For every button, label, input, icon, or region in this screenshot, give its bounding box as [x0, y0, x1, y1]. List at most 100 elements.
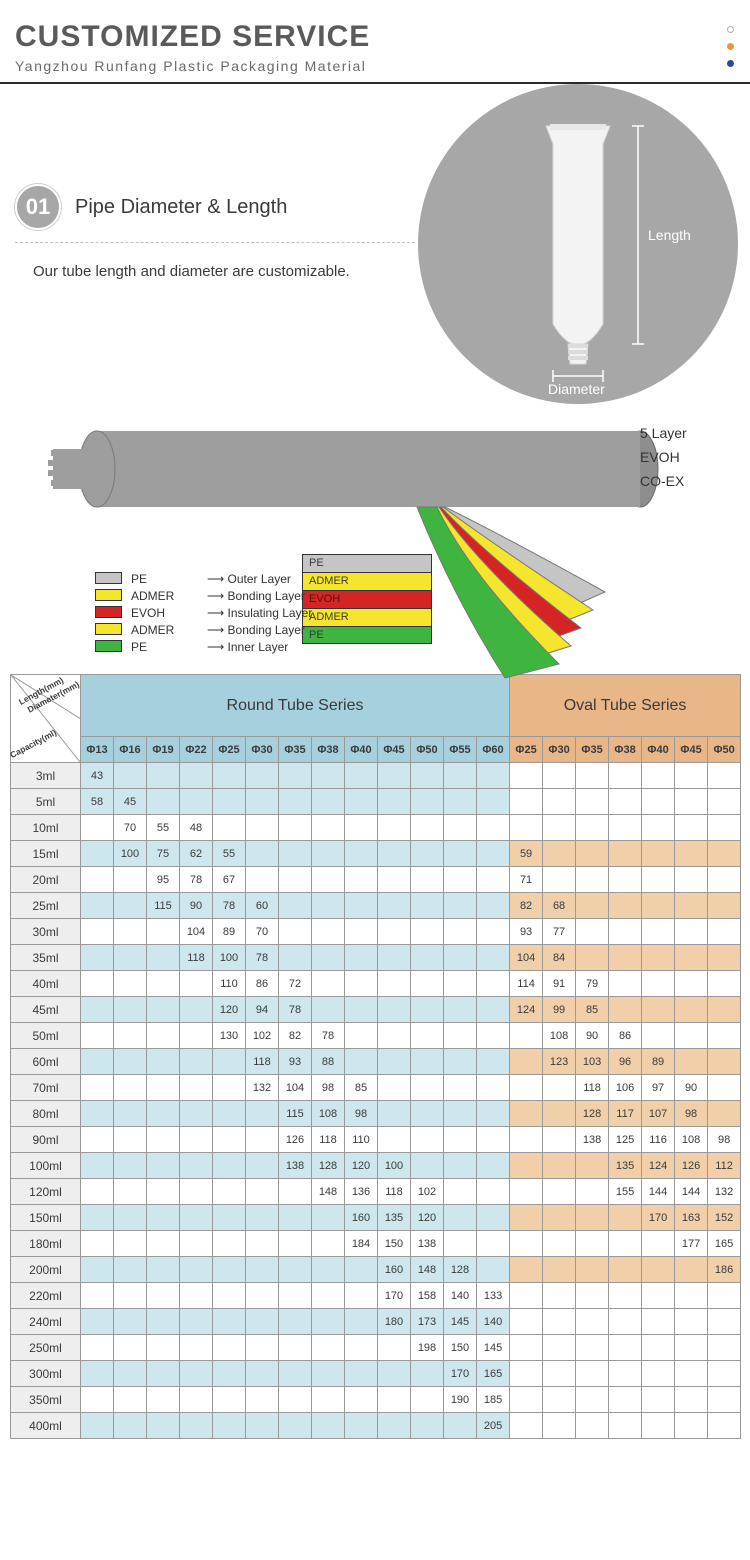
value-cell — [411, 1413, 444, 1439]
value-cell — [114, 919, 147, 945]
value-cell — [642, 1257, 675, 1283]
layer-diagram: PE ADMER EVOH ADMER PE 5 Layer EVOH CO-E… — [0, 394, 750, 664]
value-cell — [477, 1257, 510, 1283]
table-row: 15ml10075625559 — [11, 841, 741, 867]
value-cell — [345, 1049, 378, 1075]
capacity-cell: 120ml — [11, 1179, 81, 1205]
value-cell — [114, 1205, 147, 1231]
value-cell — [543, 815, 576, 841]
value-cell — [81, 1413, 114, 1439]
value-cell — [378, 763, 411, 789]
value-cell: 102 — [411, 1179, 444, 1205]
value-cell: 177 — [675, 1231, 708, 1257]
value-cell — [114, 893, 147, 919]
value-cell — [114, 1101, 147, 1127]
value-cell — [213, 789, 246, 815]
value-cell — [81, 1387, 114, 1413]
value-cell — [642, 1309, 675, 1335]
capacity-cell: 25ml — [11, 893, 81, 919]
value-cell: 123 — [543, 1049, 576, 1075]
value-cell — [675, 1023, 708, 1049]
value-cell — [180, 1023, 213, 1049]
value-cell: 184 — [345, 1231, 378, 1257]
table-row: 60ml11893881231039689 — [11, 1049, 741, 1075]
value-cell — [708, 1309, 741, 1335]
value-cell — [411, 1127, 444, 1153]
value-cell: 173 — [411, 1309, 444, 1335]
value-cell — [345, 815, 378, 841]
value-cell: 97 — [642, 1075, 675, 1101]
value-cell — [675, 789, 708, 815]
value-cell: 124 — [642, 1153, 675, 1179]
value-cell — [609, 919, 642, 945]
capacity-cell: 30ml — [11, 919, 81, 945]
value-cell — [708, 1283, 741, 1309]
value-cell: 130 — [213, 1023, 246, 1049]
legend-name: ADMER — [125, 589, 203, 603]
value-cell — [609, 867, 642, 893]
value-cell: 90 — [675, 1075, 708, 1101]
value-cell — [81, 1127, 114, 1153]
legend-name: ADMER — [125, 623, 203, 637]
value-cell: 98 — [708, 1127, 741, 1153]
value-cell — [180, 1075, 213, 1101]
value-cell — [444, 919, 477, 945]
value-cell — [147, 919, 180, 945]
value-cell: 100 — [213, 945, 246, 971]
value-cell: 93 — [279, 1049, 312, 1075]
value-cell — [114, 1153, 147, 1179]
value-cell — [279, 1257, 312, 1283]
value-cell — [477, 1127, 510, 1153]
value-cell — [543, 841, 576, 867]
value-cell: 150 — [444, 1335, 477, 1361]
value-cell — [147, 1153, 180, 1179]
page-subtitle: Yangzhou Runfang Plastic Packaging Mater… — [15, 58, 735, 74]
value-cell — [345, 971, 378, 997]
value-cell — [411, 789, 444, 815]
value-cell — [180, 1179, 213, 1205]
diameter-header: Φ40 — [642, 737, 675, 763]
value-cell — [180, 1049, 213, 1075]
legend-name: PE — [125, 572, 203, 586]
value-cell — [642, 1387, 675, 1413]
value-cell — [345, 1257, 378, 1283]
value-cell: 75 — [147, 841, 180, 867]
value-cell — [444, 763, 477, 789]
value-cell — [444, 815, 477, 841]
legend-swatch — [95, 606, 122, 618]
dot-icon — [727, 60, 734, 67]
value-cell: 128 — [576, 1101, 609, 1127]
layer-legend: PE⟶ Outer LayerADMER⟶ Bonding LayerEVOH⟶… — [95, 572, 735, 654]
value-cell — [543, 1387, 576, 1413]
value-cell — [114, 997, 147, 1023]
value-cell — [114, 1335, 147, 1361]
value-cell — [147, 1387, 180, 1413]
value-cell: 108 — [675, 1127, 708, 1153]
value-cell — [213, 1049, 246, 1075]
table-row: 180ml184150138177165 — [11, 1231, 741, 1257]
value-cell — [378, 893, 411, 919]
value-cell — [312, 1361, 345, 1387]
value-cell — [444, 971, 477, 997]
section-pipe-diameter-length: 01 Pipe Diameter & Length Our tube lengt… — [0, 84, 750, 394]
value-cell — [543, 1231, 576, 1257]
value-cell: 108 — [543, 1023, 576, 1049]
value-cell — [477, 1101, 510, 1127]
capacity-cell: 70ml — [11, 1075, 81, 1101]
value-cell — [378, 997, 411, 1023]
value-cell — [576, 1309, 609, 1335]
value-cell — [708, 867, 741, 893]
value-cell — [180, 1205, 213, 1231]
diameter-header: Φ50 — [708, 737, 741, 763]
value-cell — [312, 763, 345, 789]
value-cell — [708, 1335, 741, 1361]
value-cell — [312, 1335, 345, 1361]
value-cell — [312, 841, 345, 867]
value-cell — [675, 893, 708, 919]
value-cell: 84 — [543, 945, 576, 971]
value-cell — [708, 945, 741, 971]
value-cell — [576, 945, 609, 971]
value-cell — [642, 945, 675, 971]
value-cell — [675, 1309, 708, 1335]
value-cell: 72 — [279, 971, 312, 997]
